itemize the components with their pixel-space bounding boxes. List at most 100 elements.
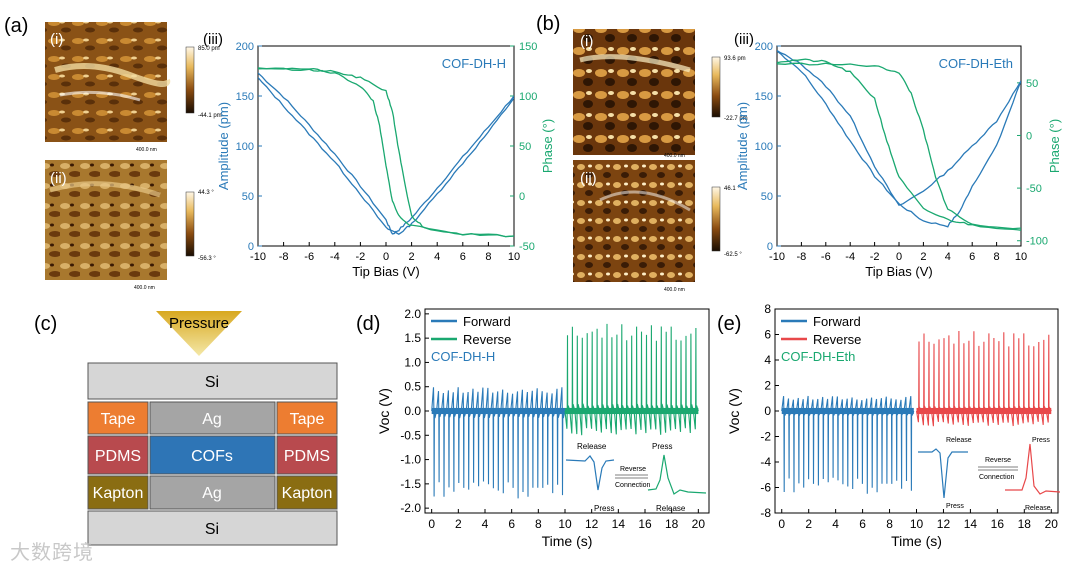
layer-si-top-label: Si	[205, 374, 219, 391]
x-tick-label: 0	[778, 517, 785, 531]
y2-tick-label: 0	[1026, 130, 1032, 142]
colorbar-a-ii-bottom: -56.3 °	[198, 256, 216, 262]
panel-a-sub-iii: (iii)	[203, 31, 223, 48]
x-tick-label: -4	[330, 251, 340, 263]
x-tick-label: 12	[585, 517, 599, 531]
reverse-voc-line	[915, 330, 1052, 427]
chart-b-iii: -10 -8 -6 -4 -2 0 2 4 6 8 10050100150200-100-50050…	[735, 41, 1062, 279]
scalebar-b-i: 400.0 nm	[664, 153, 685, 159]
y-tick-label: 200	[755, 41, 773, 53]
forward-voc-line	[781, 395, 915, 494]
x-tick-label: 0	[896, 251, 902, 263]
inset-d-reverse-trace	[647, 454, 707, 495]
colorbar-a-ii	[185, 191, 195, 257]
y-tick-label: -6	[760, 481, 771, 495]
y-tick-label: 1.5	[404, 331, 421, 345]
panel-b-sub-i: (i)	[580, 33, 593, 50]
afm-image-b-ii	[573, 160, 695, 282]
inset-e-forward-trace	[918, 448, 968, 499]
colorbar-b-ii-bottom: -62.5 °	[724, 252, 742, 258]
x-tick-label: 18	[665, 517, 679, 531]
inset-d-forward-trace	[565, 455, 615, 491]
y-tick-label: -1.0	[400, 453, 421, 467]
y-tick-label: -0.5	[400, 428, 421, 442]
y-tick-label: 0	[248, 241, 254, 253]
x-tick-label: -2	[356, 251, 366, 263]
layer-pdms-right-label: PDMS	[284, 448, 330, 465]
y-tick-label: -1.5	[400, 477, 421, 491]
y-tick-label: 2	[764, 379, 771, 393]
x-tick-label: -10	[769, 251, 785, 263]
x-tick-label: 14	[964, 517, 978, 531]
layer-tape-right	[276, 401, 338, 435]
y-tick-label: 0	[767, 241, 773, 253]
y2-tick-label: 50	[1026, 78, 1038, 90]
y2-tick-label: -50	[1026, 183, 1042, 195]
x-tick-label: 2	[455, 517, 462, 531]
y-tick-label: 100	[236, 141, 254, 153]
x-tick-label: 8	[485, 251, 491, 263]
afm-image-b-i	[573, 29, 695, 155]
x-tick-label: -6	[821, 251, 831, 263]
x-tick-label: 2	[805, 517, 812, 531]
afm-image-a-ii	[45, 160, 167, 280]
forward-noise-band	[781, 407, 914, 415]
layer-kapton-left	[87, 475, 149, 510]
x-tick-label: -6	[304, 251, 314, 263]
forward-voc-line	[431, 387, 566, 499]
x-tick-label: 8	[535, 517, 542, 531]
x-tick-label: 6	[859, 517, 866, 531]
y-tick-label: 0.5	[404, 380, 421, 394]
y-tick-label: 4	[764, 353, 771, 367]
chart-a-iii: -10 -8 -6 -4 -2 0 2 4 6 8 10050100150200-500501001…	[216, 41, 555, 279]
layer-cofs-label: COFs	[191, 448, 233, 465]
amplitude-forward-line	[258, 72, 514, 235]
y-tick-label: 2.0	[404, 307, 421, 321]
scalebar-a-ii: 400.0 nm	[134, 285, 155, 291]
layer-tape-left-label: Tape	[101, 411, 136, 428]
layer-pdms-right	[276, 435, 338, 475]
y2-tick-label: -50	[519, 241, 535, 253]
phase-forward-line	[258, 67, 514, 238]
y-axis-label: Amplitude (pm)	[216, 102, 231, 190]
pressure-label: Pressure	[169, 315, 229, 332]
scalebar-a-i: 400.0 nm	[136, 147, 157, 153]
x-tick-label: 2	[920, 251, 926, 263]
inset-e-release-bottom: Release	[1025, 505, 1051, 512]
x-tick-label: 4	[482, 517, 489, 531]
x-tick-label: 0	[428, 517, 435, 531]
panel-a-sub-ii: (ii)	[50, 170, 67, 187]
layer-kapton-right-label: Kapton	[282, 485, 333, 502]
legend-forward-label: Forward	[463, 314, 511, 329]
inset-e-press-top: Press	[1032, 437, 1050, 444]
chart-d: 0 2 4 6 8 10 12 14 16 18 20 -2.0 -1.5 -1.0 -0.5 0.0 0.5 1…	[376, 307, 710, 549]
x-tick-label: 4	[832, 517, 839, 531]
forward-noise-band	[431, 407, 565, 415]
layer-pdms-left-label: PDMS	[95, 448, 141, 465]
layer-ag-top	[149, 401, 276, 435]
y-axis-label: Voc (V)	[376, 388, 392, 434]
colorbar-b-ii	[711, 186, 721, 252]
layer-si-top	[87, 362, 338, 400]
y-tick-label: -4	[760, 455, 771, 469]
x-tick-label: 8	[886, 517, 893, 531]
reverse-voc-line	[564, 323, 699, 436]
x-tick-label: -4	[845, 251, 855, 263]
x-tick-label: 12	[937, 517, 951, 531]
phase-forward-line	[777, 58, 1021, 231]
y2-tick-label: -100	[1026, 236, 1048, 248]
inset-d-release: Release	[577, 442, 607, 451]
y2-axis-label: Phase (°)	[1047, 119, 1062, 173]
x-tick-label: 16	[991, 517, 1005, 531]
phase-reverse-line	[777, 62, 1021, 230]
scalebar-b-ii: 400.0 nm	[664, 287, 685, 293]
panel-a-label: (a)	[4, 15, 28, 37]
panel-a-sub-i: (i)	[50, 31, 63, 48]
reverse-noise-band	[565, 407, 699, 415]
inset-e-reverse: Reverse	[985, 457, 1011, 464]
x-tick-label: 6	[508, 517, 515, 531]
legend-reverse-label: Reverse	[463, 332, 511, 347]
colorbar-b-i-bottom: -22.7 pm	[724, 116, 748, 122]
y2-axis-label: Phase (°)	[540, 119, 555, 173]
